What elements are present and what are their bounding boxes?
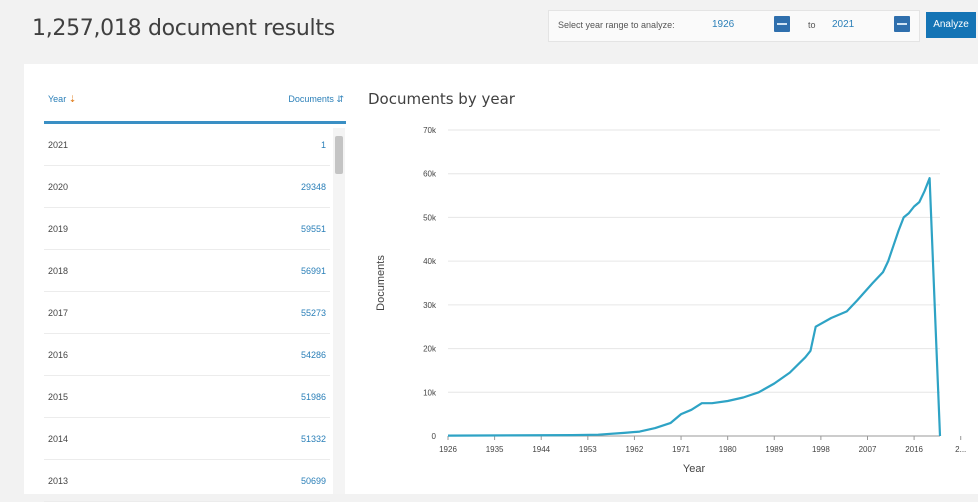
row-document-count-link[interactable]: 55273 <box>300 308 326 318</box>
column-header-year-label: Year <box>48 94 67 104</box>
row-year: 2019 <box>48 224 69 234</box>
series-line[interactable] <box>447 176 942 437</box>
x-tick-label: 1989 <box>765 445 783 454</box>
column-header-documents[interactable]: Documents ⇵ <box>288 94 344 105</box>
column-header-documents-label: Documents <box>288 94 334 104</box>
table-header-divider <box>44 121 346 124</box>
table-row: 2020 29348 <box>44 166 330 208</box>
x-tick-label: 1980 <box>719 445 737 454</box>
table-scrollbar[interactable] <box>333 128 345 494</box>
row-document-count-link[interactable]: 1 <box>320 140 326 150</box>
x-tick-label: 2016 <box>905 445 923 454</box>
column-header-year[interactable]: Year ⇣ <box>48 94 76 105</box>
row-year: 2015 <box>48 392 69 402</box>
table-row: 2019 59551 <box>44 208 330 250</box>
row-year: 2016 <box>48 350 69 360</box>
row-year: 2014 <box>48 434 69 444</box>
row-year: 2017 <box>48 308 69 318</box>
row-document-count-link[interactable]: 56991 <box>300 266 326 276</box>
sort-toggle-icon: ⇵ <box>336 94 344 104</box>
row-document-count-link[interactable]: 59551 <box>300 224 326 234</box>
analysis-panel <box>24 64 978 494</box>
x-axis-title: Year <box>683 463 706 475</box>
y-tick-label: 60k <box>423 170 437 179</box>
year-range-label: Select year range to analyze: <box>558 20 675 30</box>
x-tick-label: 1944 <box>532 445 550 454</box>
x-tick-label: 1971 <box>672 445 690 454</box>
year-from-stepper-icon[interactable] <box>774 16 790 32</box>
y-tick-label: 10k <box>423 388 437 397</box>
row-document-count-link[interactable]: 51986 <box>300 392 326 402</box>
x-tick-label: 1935 <box>486 445 504 454</box>
results-title: 1,257,018 document results <box>32 16 335 41</box>
row-year: 2018 <box>48 266 69 276</box>
sort-arrow-icon: ⇣ <box>68 94 77 104</box>
x-tick-label: 1926 <box>439 445 457 454</box>
y-tick-label: 20k <box>423 345 437 354</box>
year-range-to-label: to <box>808 20 816 30</box>
row-document-count-link[interactable]: 29348 <box>300 182 326 192</box>
table-scrollbar-thumb[interactable] <box>335 136 343 174</box>
y-tick-label: 70k <box>423 126 437 135</box>
row-document-count-link[interactable]: 54286 <box>300 350 326 360</box>
table-row: 2017 55273 <box>44 292 330 334</box>
chart-title: Documents by year <box>368 90 515 108</box>
x-tick-label: 1998 <box>812 445 830 454</box>
x-tick-label: 1953 <box>579 445 597 454</box>
y-tick-label: 50k <box>423 213 437 222</box>
table-row: 2016 54286 <box>44 334 330 376</box>
y-tick-label: 40k <box>423 257 437 266</box>
table-row: 2013 50699 <box>44 460 330 502</box>
table-row: 2015 51986 <box>44 376 330 418</box>
x-tick-label: 2... <box>955 445 966 454</box>
row-year: 2020 <box>48 182 69 192</box>
table-row: 2014 51332 <box>44 418 330 460</box>
x-tick-label: 1962 <box>626 445 644 454</box>
row-document-count-link[interactable]: 50699 <box>300 476 326 486</box>
row-document-count-link[interactable]: 51332 <box>300 434 326 444</box>
year-range-selector <box>548 10 920 42</box>
y-tick-label: 30k <box>423 301 437 310</box>
year-from-select[interactable]: 1926 <box>712 19 735 30</box>
documents-by-year-chart: 0 10k 20k 30k 40k 50k 60k 70k 1926 1935 1944 1953 19… <box>375 126 966 475</box>
table-row: 2018 56991 <box>44 250 330 292</box>
analyze-button[interactable]: Analyze <box>926 12 976 38</box>
table-row: 2021 1 <box>44 124 330 166</box>
row-year: 2021 <box>48 140 69 150</box>
table-header: Year ⇣ Documents ⇵ <box>48 94 344 122</box>
year-to-stepper-icon[interactable] <box>894 16 910 32</box>
y-tick-label: 0 <box>432 432 437 441</box>
y-axis-title: Documents <box>375 255 387 311</box>
row-year: 2013 <box>48 476 69 486</box>
x-tick-label: 2007 <box>859 445 877 454</box>
year-to-select[interactable]: 2021 <box>832 19 855 30</box>
